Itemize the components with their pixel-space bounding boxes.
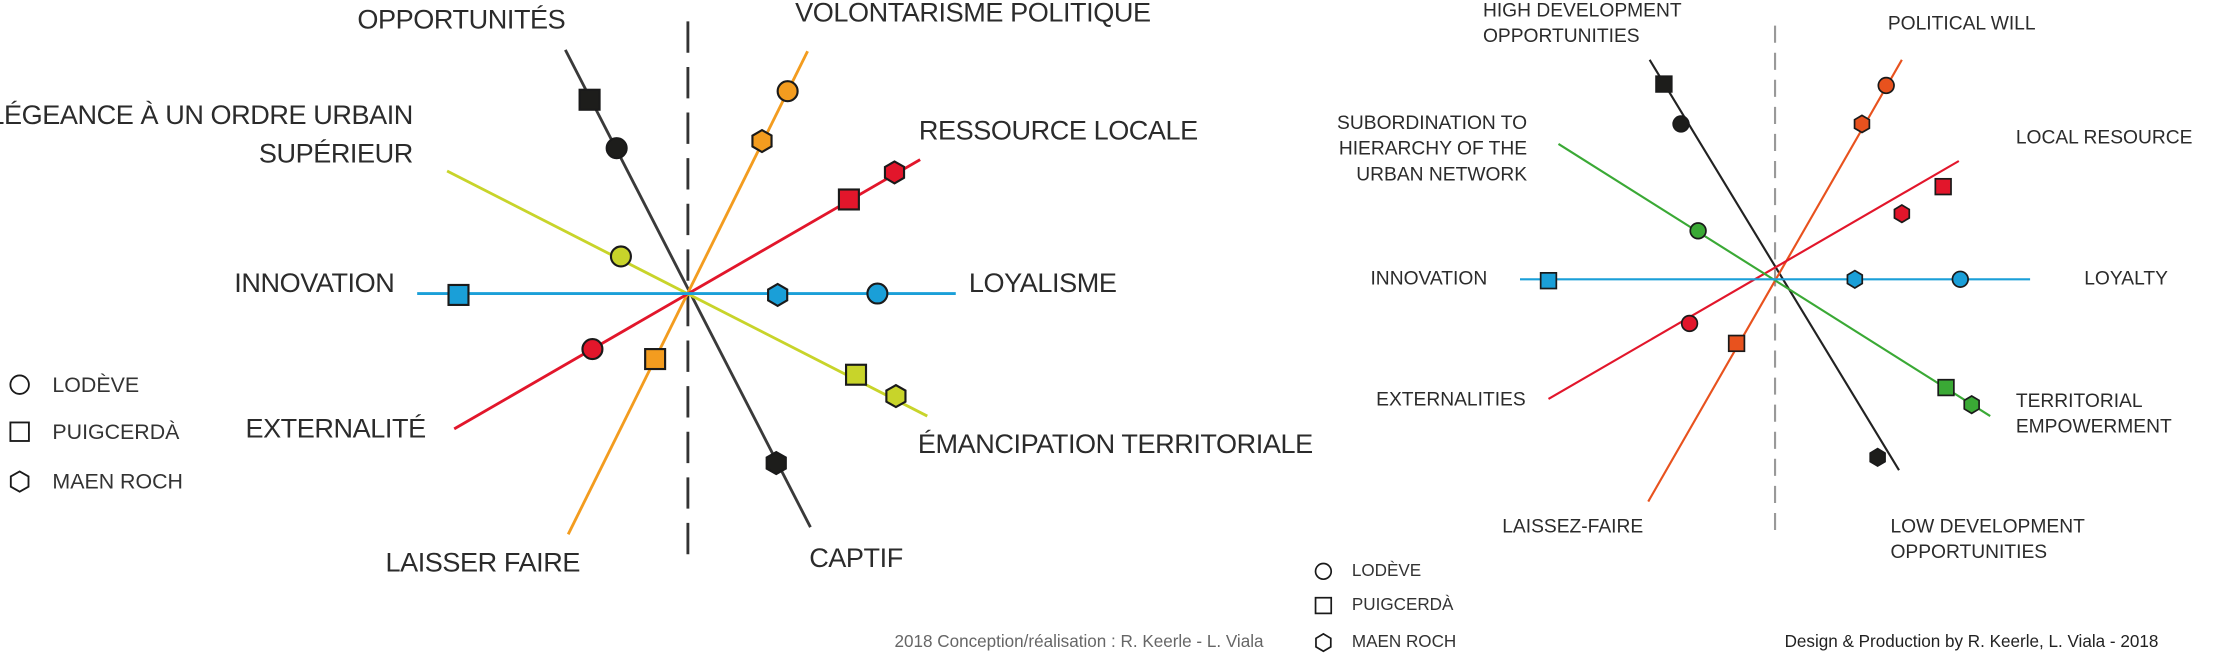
marker <box>885 383 907 409</box>
marker <box>1869 447 1886 468</box>
axis-label: INNOVATION <box>1370 268 1487 289</box>
axis-label: OPPORTUNITIES <box>1483 26 1640 47</box>
marker <box>447 283 470 306</box>
marker <box>578 88 601 111</box>
axis-line <box>1648 59 1900 471</box>
legend-label: LODÈVE <box>52 372 139 397</box>
marker <box>1727 334 1746 353</box>
axis-label: LOYALTY <box>2084 268 2168 289</box>
legend-label: MAEN ROCH <box>1352 632 1456 651</box>
marker <box>1893 204 1911 224</box>
marker <box>765 450 787 476</box>
marker <box>1877 76 1895 95</box>
axis-label: HIGH DEVELOPMENT <box>1483 0 1682 21</box>
axis-label: EMPOWERMENT <box>2016 417 2172 438</box>
marker <box>1846 269 1864 289</box>
marker <box>1315 632 1332 653</box>
legend-label: MAEN ROCH <box>52 470 183 494</box>
markers <box>9 75 1980 653</box>
axis-label: ALLÉGEANCE À UN ORDRE URBAIN <box>0 99 413 130</box>
marker <box>883 160 906 185</box>
axis-label: CAPTIF <box>809 542 903 573</box>
credit: 2018 Conception/réalisation : R. Keerle … <box>895 632 1264 651</box>
marker <box>1539 272 1558 290</box>
axis-label: LAISSEZ-FAIRE <box>1502 516 1643 537</box>
marker <box>767 282 789 308</box>
axis-label: OPPORTUNITIES <box>1890 542 2047 563</box>
marker <box>609 245 632 268</box>
axis-label: OPPORTUNITÉS <box>357 4 565 35</box>
marker <box>1689 222 1707 240</box>
axis-label: POLITICAL WILL <box>1888 13 2036 34</box>
legend-label: LODÈVE <box>1352 561 1421 580</box>
marker <box>9 374 30 395</box>
marker <box>1963 394 1980 415</box>
marker <box>1655 75 1673 93</box>
marker <box>1934 177 1952 196</box>
axis-label: SUPÉRIEUR <box>259 137 413 168</box>
axis-label: LOW DEVELOPMENT <box>1890 516 2085 537</box>
marker <box>1314 562 1333 581</box>
marker <box>844 363 868 386</box>
axis-label: URBAN NETWORK <box>1356 164 1527 185</box>
axis-label: INNOVATION <box>234 267 394 298</box>
marker <box>1314 596 1333 615</box>
marker <box>9 470 30 493</box>
marker <box>9 421 30 442</box>
axis-label: LOYALISME <box>969 267 1117 298</box>
marker <box>1951 270 1969 288</box>
marker <box>605 137 628 160</box>
axis-label: RESSOURCE LOCALE <box>919 115 1198 146</box>
legend-label: PUIGCERDÀ <box>1352 595 1454 614</box>
legend-label: PUIGCERDÀ <box>52 419 180 444</box>
axis-label: LOCAL RESOURCE <box>2016 127 2193 148</box>
marker <box>1672 115 1690 133</box>
marker <box>866 282 889 305</box>
axis-label: ÉMANCIPATION TERRITORIALE <box>918 428 1313 459</box>
axis-label: HIERARCHY OF THE <box>1339 139 1527 160</box>
marker <box>581 338 604 361</box>
axis-label: VOLONTARISME POLITIQUE <box>795 0 1151 27</box>
marker <box>837 188 860 211</box>
axis-line <box>564 49 812 528</box>
marker <box>751 128 773 154</box>
marker <box>776 80 799 103</box>
marker <box>644 348 667 371</box>
credit: Design & Production by R. Keerle, L. Via… <box>1785 632 2159 651</box>
marker <box>1680 314 1699 333</box>
marker <box>1937 378 1955 397</box>
axis-label: TERRITORIAL <box>2016 391 2143 412</box>
axis-label: LAISSER FAIRE <box>385 546 579 577</box>
axis-label: SUBORDINATION TO <box>1337 113 1527 134</box>
axis-label: EXTERNALITÉ <box>245 412 425 443</box>
marker <box>1853 114 1871 134</box>
axis-label: EXTERNALITIES <box>1376 389 1526 410</box>
